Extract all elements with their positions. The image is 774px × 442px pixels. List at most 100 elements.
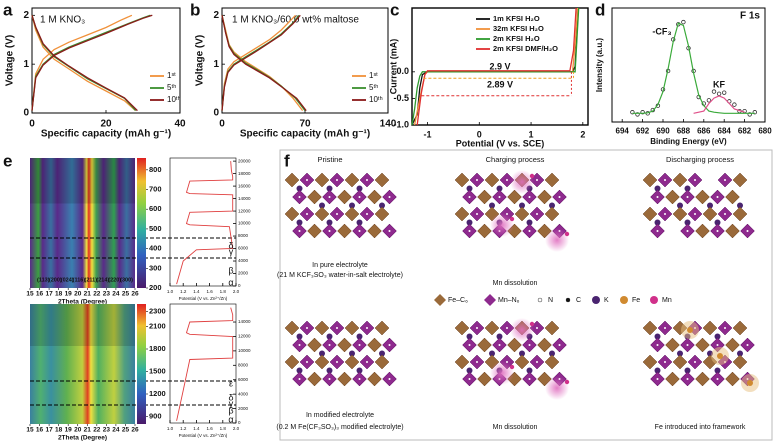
n-atom	[306, 361, 308, 363]
fe-octahedron	[454, 354, 470, 370]
legend-icon	[537, 297, 543, 303]
n-atom	[358, 378, 361, 380]
k-ion	[319, 350, 325, 357]
fe-octahedron	[374, 320, 390, 336]
fe-octahedron	[537, 189, 552, 205]
x-tick-label: 686	[697, 126, 711, 135]
fe-octahedron	[484, 320, 500, 336]
x-axis-label: Potential (V vs. Zn²⁺/Zn)	[179, 433, 228, 438]
n-atom	[476, 179, 478, 181]
legend-label: 1m KFSI H₂O	[493, 14, 540, 23]
fe-octahedron	[665, 371, 680, 387]
fe-octahedron	[374, 172, 390, 188]
legend-label: K	[604, 297, 609, 304]
fe-octahedron	[477, 189, 492, 205]
fe-octahedron	[642, 354, 658, 370]
n-atom	[366, 179, 368, 181]
x-tick-label: 16	[36, 291, 44, 298]
n-atom	[656, 230, 659, 232]
n-atom	[536, 179, 538, 181]
x-tick-label: 680	[758, 126, 772, 135]
y-tick-label: 2000	[238, 271, 249, 276]
k-ion	[296, 219, 303, 226]
mn-dissolution	[545, 228, 569, 252]
data-point	[747, 112, 752, 117]
x-tick-label: 19	[65, 427, 73, 434]
series-line	[221, 14, 306, 111]
fe-octahedron	[307, 371, 322, 387]
colorbar-label: 500	[149, 224, 162, 233]
heatmap-shade	[30, 158, 135, 204]
peak-label: (200)	[49, 277, 62, 283]
n-atom	[336, 327, 338, 329]
fe-octahedron	[702, 320, 718, 336]
fe-octahedron	[367, 189, 382, 205]
legend-label: 32m KFSI H₂O	[493, 24, 544, 33]
legend-label: Mn–N₆	[498, 297, 520, 304]
x-tick-label: 690	[656, 126, 670, 135]
k-ion	[356, 333, 363, 340]
fe-octahedron	[307, 189, 322, 205]
series-line	[632, 22, 755, 114]
y-tick-label: 12000	[238, 334, 251, 339]
fe-octahedron	[507, 337, 522, 353]
y-axis-label: Voltage (V)	[195, 35, 206, 86]
n-atom	[724, 179, 726, 181]
plot-frame	[169, 303, 237, 424]
colorbar-label: 2100	[149, 321, 166, 330]
fe-octahedron	[307, 337, 322, 353]
fe-octahedron	[695, 223, 710, 239]
mn-ion	[564, 379, 570, 385]
n-atom	[664, 327, 666, 329]
caption: (0.2 M Fe(CF₃SO₃)₃ modified electrolyte)	[276, 424, 403, 431]
y-tick-label: 14000	[238, 319, 251, 324]
peak-label: (211)	[85, 277, 98, 283]
y-tick-label: 8000	[238, 362, 249, 367]
x-axis-label: Potential (V vs. SCE)	[456, 138, 545, 148]
panel-label: f	[284, 151, 290, 170]
legend-label: Fe–C₆	[448, 297, 468, 304]
x-tick-label: 16	[36, 427, 44, 434]
x-tick-label: 1.4	[193, 426, 200, 431]
n-atom	[528, 196, 531, 198]
phase-label: α	[228, 414, 233, 424]
annotation: 2.9 V	[489, 61, 510, 71]
mn-ion	[509, 364, 515, 370]
fe-octahedron	[507, 189, 522, 205]
fe-octahedron	[477, 337, 492, 353]
data-point	[650, 107, 655, 113]
k-ion	[489, 350, 495, 357]
k-ion	[296, 367, 303, 374]
legend-label: 10ᵗʰ	[369, 95, 383, 104]
fe-octahedron	[367, 371, 382, 387]
n-atom	[506, 327, 508, 329]
mn-ion	[529, 321, 535, 327]
x-tick-label: 26	[131, 291, 139, 298]
colorbar-label: 1200	[149, 389, 166, 398]
x-axis-label: Potential (V vs. Zn²⁺/Zn)	[179, 296, 228, 301]
y-tick-label: 0	[23, 108, 29, 119]
x-tick-label: 140	[380, 119, 397, 130]
fe-octahedron	[344, 206, 360, 222]
legend-label: N	[548, 297, 553, 304]
fe-octahedron	[367, 223, 382, 239]
x-tick-label: 19	[65, 291, 73, 298]
n-atom	[724, 327, 726, 329]
fe-octahedron	[544, 354, 560, 370]
fe-octahedron	[672, 172, 688, 188]
heatmap-shade	[30, 304, 135, 346]
n-atom	[468, 378, 471, 380]
phase-label: δ	[228, 240, 233, 250]
n-atom	[366, 213, 368, 215]
x-axis-label: Binding Energy (eV)	[650, 137, 727, 146]
fe-octahedron	[307, 223, 322, 239]
k-ion	[466, 333, 473, 340]
x-tick-label: 20	[74, 291, 82, 298]
x-tick-label: 1.2	[180, 426, 187, 431]
k-ion	[466, 367, 473, 374]
caption: (21 M KCF₃SO₃ water-in-salt electrolyte)	[277, 272, 403, 279]
n-atom	[468, 230, 471, 232]
n-atom	[746, 344, 749, 346]
x-tick-label: 1.0	[167, 426, 174, 431]
n-atom	[298, 230, 301, 232]
